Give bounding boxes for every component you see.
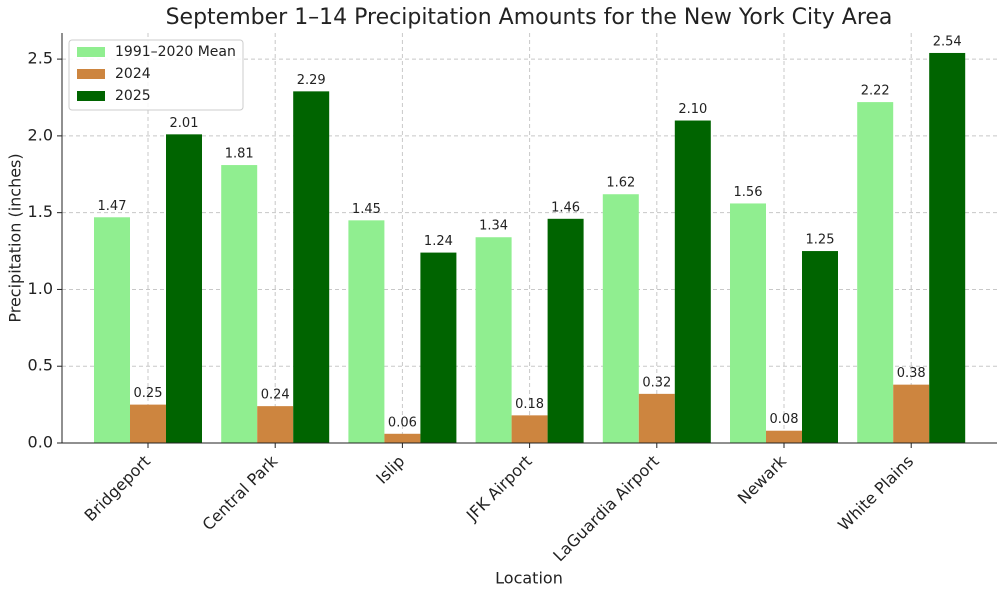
x-tick-label: Bridgeport	[81, 452, 155, 526]
bar	[893, 384, 930, 443]
y-axis-label: Precipitation (inches)	[6, 153, 25, 322]
value-label: 2.54	[933, 34, 962, 49]
legend-swatch	[77, 47, 105, 57]
value-label: 1.62	[606, 176, 635, 191]
value-label: 1.34	[479, 219, 508, 234]
value-label: 1.24	[424, 234, 453, 249]
x-tick-label: JFK Airport	[462, 452, 536, 526]
value-label: 2.22	[861, 84, 890, 99]
bar	[257, 406, 294, 443]
legend-label: 1991–2020 Mean	[115, 44, 236, 60]
y-tick-label: 2.5	[28, 49, 53, 68]
bar	[420, 252, 457, 443]
value-label: 0.38	[897, 366, 926, 381]
y-tick-label: 1.0	[28, 279, 53, 298]
bar	[94, 217, 130, 443]
bar	[638, 393, 675, 443]
value-label: 2.29	[297, 73, 326, 88]
y-tick-label: 1.5	[28, 202, 53, 221]
value-label: 0.24	[261, 388, 290, 403]
bar	[166, 134, 202, 443]
value-label: 2.10	[678, 102, 707, 117]
value-label: 0.32	[642, 375, 671, 390]
legend-swatch	[77, 69, 105, 79]
y-tick-label: 0.5	[28, 356, 53, 375]
y-tick-label: 0.0	[28, 433, 53, 452]
bar	[730, 203, 766, 443]
x-tick-label: LaGuardia Airport	[549, 452, 663, 566]
y-tick-label: 2.0	[28, 125, 53, 144]
bar	[766, 430, 802, 443]
x-tick-label: Central Park	[199, 451, 282, 534]
bar	[475, 237, 512, 443]
chart-title: September 1–14 Precipitation Amounts for…	[166, 5, 893, 30]
value-label: 1.81	[225, 147, 254, 162]
legend-box	[68, 39, 244, 111]
bar	[348, 220, 385, 443]
bar	[802, 251, 838, 443]
value-label: 0.08	[770, 412, 799, 427]
x-tick-label: Newark	[734, 451, 791, 508]
bar	[130, 404, 166, 443]
x-tick-label: Islip	[372, 452, 408, 488]
value-label: 1.25	[806, 233, 835, 248]
bar	[511, 415, 548, 443]
value-label: 2.01	[170, 116, 199, 131]
value-label: 1.47	[98, 199, 127, 214]
value-label: 0.18	[515, 397, 544, 412]
x-axis-label: Location	[495, 569, 563, 588]
bar	[547, 218, 584, 443]
value-label: 0.06	[388, 415, 417, 430]
legend-label: 2025	[115, 88, 151, 104]
bar	[293, 91, 330, 444]
bar	[929, 52, 966, 443]
x-tick-label: White Plains	[834, 452, 917, 535]
value-label: 1.46	[551, 200, 580, 215]
legend-label: 2024	[115, 66, 151, 82]
bar	[221, 165, 258, 443]
bar	[674, 120, 711, 444]
value-label: 1.45	[352, 202, 381, 217]
bar	[384, 433, 421, 443]
legend-swatch	[77, 91, 105, 101]
bar	[602, 194, 639, 443]
value-label: 0.25	[134, 386, 163, 401]
value-label: 1.56	[734, 185, 763, 200]
bar	[857, 102, 894, 443]
